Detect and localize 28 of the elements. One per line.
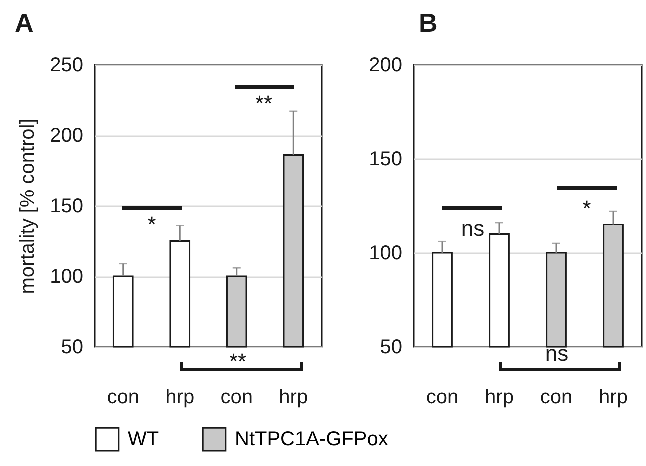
y-tick-label: 50 bbox=[380, 336, 402, 358]
y-tick-label: 100 bbox=[369, 242, 402, 264]
x-tick-label: hrp bbox=[599, 386, 628, 408]
y-axis-title: mortality [% control] bbox=[17, 118, 40, 294]
x-tick-label: hrp bbox=[279, 386, 308, 408]
y-tick-label: 200 bbox=[50, 125, 84, 147]
chart-title: A bbox=[15, 8, 34, 38]
chart-title: B bbox=[419, 8, 438, 38]
x-tick-label: con bbox=[540, 386, 573, 408]
x-tick-label: hrp bbox=[166, 386, 195, 408]
x-tick-label: con bbox=[220, 386, 253, 408]
y-tick-label: 200 bbox=[369, 54, 402, 76]
legend-label: NtTPC1A-GFPox bbox=[235, 428, 388, 451]
y-tick-label: 50 bbox=[61, 336, 84, 358]
annotation: * bbox=[582, 196, 592, 221]
legend-label: WT bbox=[128, 428, 160, 451]
annotation: ns bbox=[545, 341, 569, 366]
annotation: ** bbox=[255, 91, 273, 116]
x-tick-label: con bbox=[426, 386, 459, 408]
y-tick-label: 150 bbox=[369, 148, 402, 170]
annotation: ns bbox=[461, 216, 485, 241]
y-tick-label: 250 bbox=[50, 54, 84, 76]
y-tick-label: 150 bbox=[50, 196, 84, 218]
annotation: * bbox=[148, 212, 156, 237]
y-tick-label: 100 bbox=[50, 266, 84, 288]
x-tick-label: hrp bbox=[485, 386, 514, 408]
x-tick-label: con bbox=[107, 386, 140, 408]
text: ** bbox=[229, 349, 247, 374]
